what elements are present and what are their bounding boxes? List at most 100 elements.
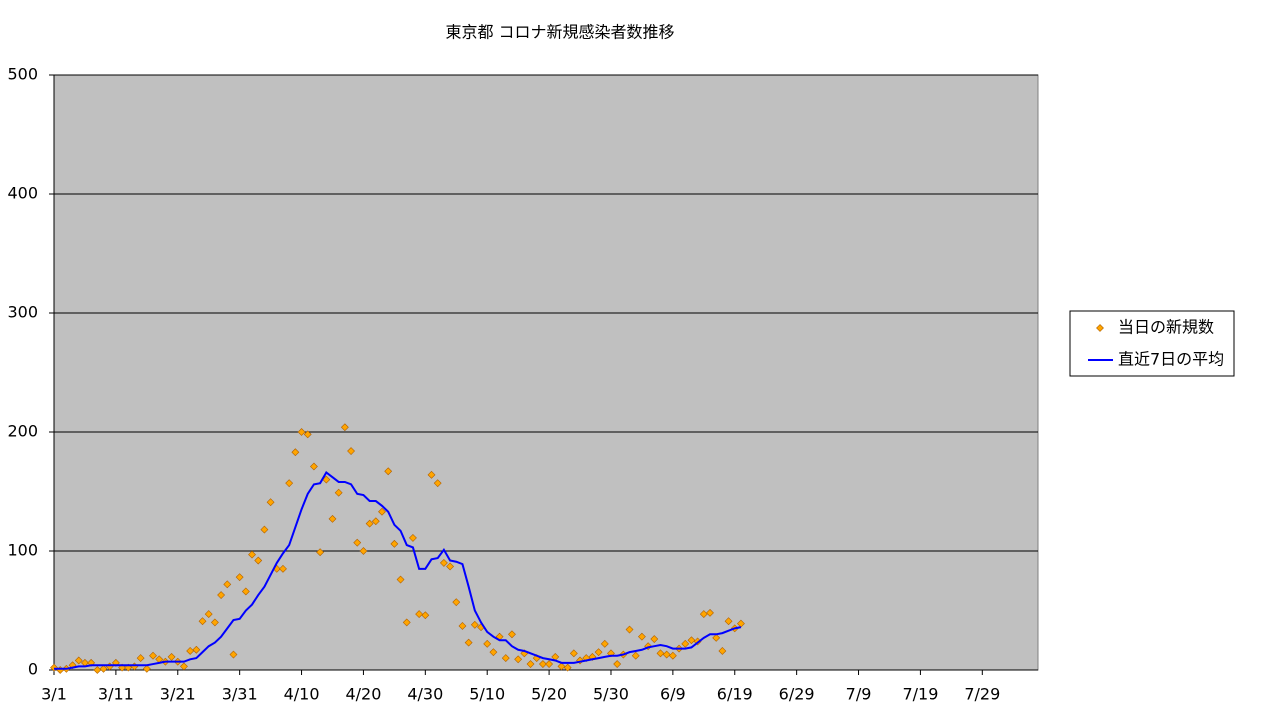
marker — [402, 618, 411, 627]
marker — [316, 548, 325, 557]
marker — [260, 525, 269, 534]
x-tick-label: 6/19 — [717, 685, 753, 704]
y-tick-label: 200 — [7, 422, 38, 441]
marker — [266, 498, 275, 507]
x-tick-label: 6/29 — [779, 685, 815, 704]
legend-marker — [1096, 324, 1104, 332]
marker — [223, 580, 232, 589]
x-tick-label: 7/29 — [964, 685, 1000, 704]
x-tick-label: 3/1 — [41, 685, 67, 704]
x-tick-label: 4/20 — [345, 685, 381, 704]
marker — [427, 470, 436, 479]
marker — [254, 556, 263, 565]
x-tick-label: 5/20 — [531, 685, 567, 704]
marker — [384, 467, 393, 476]
y-tick-label: 100 — [7, 541, 38, 560]
marker — [340, 423, 349, 432]
marker — [668, 651, 677, 660]
marker — [650, 635, 659, 643]
marker — [687, 636, 696, 645]
legend-label: 当日の新規数 — [1118, 318, 1214, 337]
x-tick-label: 3/21 — [160, 685, 196, 704]
marker — [446, 562, 454, 571]
marker — [235, 573, 244, 582]
x-tick-label: 5/30 — [593, 685, 629, 704]
x-tick-label: 5/10 — [469, 685, 505, 704]
marker — [217, 591, 226, 599]
marker — [557, 662, 566, 671]
marker — [396, 575, 405, 584]
marker — [74, 656, 83, 665]
marker — [439, 558, 448, 567]
marker — [464, 638, 473, 647]
marker — [291, 448, 300, 457]
y-tick-label: 0 — [28, 660, 38, 679]
marker — [210, 618, 219, 627]
x-tick-label: 4/30 — [407, 685, 443, 704]
marker — [706, 608, 714, 617]
x-tick-label: 7/9 — [846, 685, 872, 704]
marker — [526, 660, 535, 668]
marker — [378, 507, 386, 516]
marker — [248, 550, 256, 559]
x-tick-label: 4/10 — [284, 685, 320, 704]
marker — [347, 447, 355, 455]
y-tick-label: 500 — [7, 65, 38, 84]
marker — [625, 625, 634, 634]
marker — [285, 479, 294, 488]
marker — [310, 462, 318, 471]
marker — [737, 619, 745, 628]
marker — [613, 660, 622, 668]
marker — [662, 650, 671, 659]
marker — [390, 539, 399, 548]
marker — [409, 533, 417, 542]
marker — [328, 514, 337, 523]
marker — [359, 547, 368, 555]
chart-title: 東京都 コロナ新規感染者数推移 — [445, 23, 674, 42]
marker — [638, 632, 646, 641]
y-tick-label: 300 — [7, 303, 38, 322]
marker — [204, 610, 213, 618]
marker — [489, 648, 498, 657]
marker — [229, 650, 238, 659]
marker — [631, 651, 640, 660]
marker — [600, 639, 609, 648]
marker — [594, 648, 603, 657]
x-tick-label: 7/19 — [902, 685, 938, 704]
legend-label: 直近7日の平均 — [1118, 350, 1224, 369]
marker — [712, 633, 721, 642]
plot-area — [53, 74, 1039, 671]
marker — [180, 662, 188, 671]
marker — [241, 587, 250, 596]
marker — [718, 647, 727, 655]
marker — [545, 660, 554, 668]
x-tick-label: 6/9 — [660, 685, 686, 704]
marker — [724, 617, 733, 626]
average-line — [54, 470, 742, 670]
marker — [279, 564, 287, 573]
marker — [149, 651, 157, 660]
marker — [508, 630, 516, 639]
marker — [353, 538, 362, 547]
marker — [192, 645, 201, 654]
marker — [501, 654, 510, 663]
marker — [452, 598, 461, 607]
x-tick-label: 3/31 — [222, 685, 258, 704]
marker — [681, 639, 690, 648]
marker — [142, 664, 151, 673]
marker — [458, 622, 467, 630]
marker — [656, 649, 665, 658]
y-tick-label: 400 — [7, 184, 38, 203]
marker — [483, 639, 492, 648]
marker — [365, 519, 374, 528]
marker — [136, 654, 145, 663]
marker — [167, 652, 176, 661]
marker — [415, 610, 424, 618]
marker — [433, 479, 442, 488]
marker — [421, 611, 430, 620]
x-tick-label: 3/11 — [98, 685, 134, 704]
marker — [514, 655, 523, 664]
marker — [538, 660, 547, 668]
